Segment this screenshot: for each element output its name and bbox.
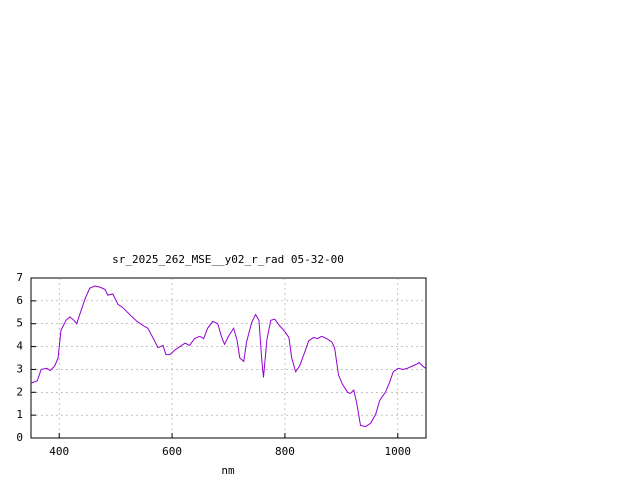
chart-title: sr_2025_262_MSE__y02_r_rad 05-32-00 [112, 253, 344, 266]
x-tick-label: 400 [49, 445, 69, 458]
x-tick-label: 800 [275, 445, 295, 458]
plot-frame [30, 277, 427, 439]
y-tick-label: 0 [16, 431, 23, 444]
y-tick-label: 7 [16, 271, 23, 284]
data-line [30, 285, 426, 428]
y-tick-label: 3 [16, 362, 23, 375]
y-tick-label: 5 [16, 317, 23, 330]
x-tick-label: 1000 [385, 445, 412, 458]
y-tick-label: 2 [16, 385, 23, 398]
y-tick-label: 4 [16, 340, 23, 353]
y-tick-label: 6 [16, 294, 23, 307]
y-tick-label: 1 [16, 408, 23, 421]
x-tick-label: 600 [162, 445, 182, 458]
x-axis-label: nm [221, 464, 235, 477]
